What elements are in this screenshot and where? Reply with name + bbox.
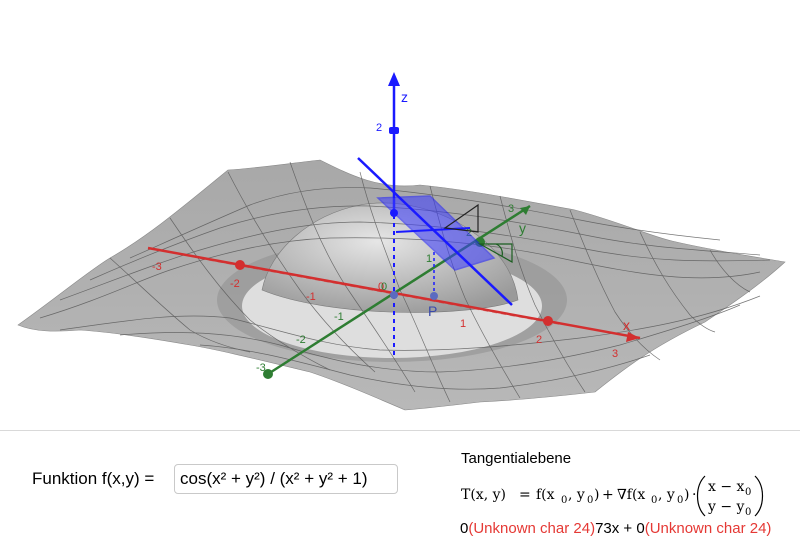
result-error-1: (Unknown char 24) (468, 520, 596, 537)
tangent-plane-title: Tangentialebene (461, 450, 572, 467)
formula-grad-part1: ∇f(x (617, 487, 645, 503)
vector-bottom-sub: 0 (745, 507, 751, 518)
formula-f-sub1: 0 (587, 495, 593, 506)
formula-svg: T(x, y) = f(x 0 , y 0 ) + ∇f(x 0 , y 0 )… (461, 475, 764, 518)
point-p[interactable] (430, 292, 438, 300)
z-axis-tick-label: 2 (376, 122, 382, 134)
result-part-2: 73x + 0 (595, 520, 645, 537)
3d-graphics-view[interactable]: y x z -3 -2 -1 0 1 2 3 -3 -2 -1 0 1 2 3 2 (0, 0, 800, 425)
x-axis-tick-label: 2 (536, 334, 542, 346)
formula-grad-sub1: 0 (677, 495, 683, 506)
y-axis-tick-label: 1 (426, 253, 432, 265)
vector-top-sub: 0 (745, 487, 751, 498)
x-axis-tick-label: -2 (230, 278, 240, 290)
x-axis-tick-label: 0 (378, 281, 384, 293)
x-axis-label: x (623, 317, 630, 333)
y-axis-tick-label: -2 (296, 334, 306, 346)
formula-grad-part2: , y (658, 487, 675, 503)
formula-dot: · (692, 487, 696, 503)
formula-grad-sub0: 0 (651, 495, 657, 506)
formula-plus: + (602, 487, 614, 503)
tangent-plane-formula: T(x, y) = f(x 0 , y 0 ) + ∇f(x 0 , y 0 )… (461, 472, 771, 524)
result-part-1: 0 (460, 520, 469, 537)
tangent-plane-result: 0(Unknown char 24)73x + 0(Unknown char 2… (460, 520, 771, 537)
x-axis-tick-label: 1 (460, 318, 466, 330)
x-axis-tick-label: -1 (306, 291, 316, 303)
formula-f-end: ) (594, 487, 599, 503)
view-divider (0, 430, 800, 431)
y-axis-arrowhead (520, 206, 530, 215)
z-axis-label: z (401, 89, 408, 105)
function-input[interactable] (174, 464, 398, 494)
formula-f-sub0: 0 (561, 495, 567, 506)
x-axis-point-left[interactable] (235, 260, 245, 270)
vector-top: x − x (708, 479, 745, 495)
vector-left-paren (696, 475, 706, 517)
y-axis-point-left[interactable] (263, 369, 273, 379)
function-input-label: Funktion f(x,y) = (32, 469, 155, 488)
y-axis-tick-label: -3 (256, 362, 266, 374)
x-axis-tick-label: -3 (152, 261, 162, 273)
vector-bottom: y − y (707, 499, 745, 515)
formula-grad-end: ) (684, 487, 689, 503)
y-axis-label: y (519, 220, 526, 236)
y-axis-tick-label: 3 (508, 203, 514, 215)
point-p-label: P (428, 303, 437, 319)
vector-right-paren (754, 475, 764, 517)
z-axis-ticks: 2 (376, 122, 382, 134)
3d-scene[interactable]: y x z -3 -2 -1 0 1 2 3 -3 -2 -1 0 1 2 3 2 (0, 0, 800, 425)
surface-mesh (39, 161, 771, 403)
tangent-plane[interactable] (357, 157, 513, 306)
x-axis-ticks: -3 -2 -1 0 1 2 3 (152, 261, 618, 360)
x-axis-arrowhead (626, 332, 640, 342)
formula-equals: = (519, 487, 531, 503)
formula-f-part1: f(x (536, 487, 555, 503)
surface-point[interactable] (390, 209, 398, 217)
y-axis-tick-label: -1 (334, 311, 344, 323)
z-axis-tick-2-marker (389, 127, 399, 134)
y-axis-tick-label: 0 (381, 281, 387, 293)
x-axis-point-right[interactable] (543, 316, 553, 326)
x-axis-tick-label: 3 (612, 348, 618, 360)
slope-triangles (443, 203, 513, 264)
origin-point (390, 291, 398, 299)
result-error-2: (Unknown char 24) (644, 520, 772, 537)
z-axis-arrowhead (388, 72, 400, 86)
tangent-line-y (395, 227, 471, 233)
tangent-line-x (357, 157, 513, 306)
formula-f-part2: , y (568, 487, 585, 503)
formula-lhs: T(x, y) (461, 487, 506, 503)
